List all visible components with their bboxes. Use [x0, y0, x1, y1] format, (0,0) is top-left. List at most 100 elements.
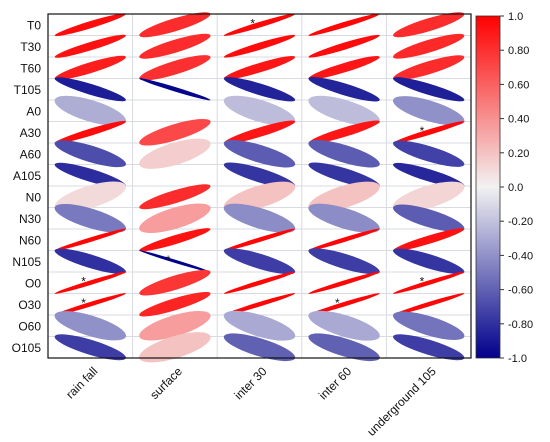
cell-ellipse	[223, 293, 296, 316]
column-label: inter 60	[316, 364, 354, 402]
cell-ellipse	[223, 140, 296, 168]
cell-ellipse	[54, 203, 127, 233]
cell-ellipse	[308, 203, 380, 233]
cell-ellipse	[223, 95, 296, 126]
cell-ellipse	[54, 140, 126, 168]
cell-ellipse	[223, 248, 296, 275]
cell-ellipse	[139, 118, 211, 146]
cell-ellipse	[393, 77, 465, 102]
significance-marker: *	[420, 274, 425, 288]
row-label: N60	[19, 233, 41, 247]
cell-ellipse	[308, 248, 380, 275]
cell-ellipse	[139, 203, 211, 234]
cell-ellipse	[308, 95, 380, 126]
cell-ellipse	[223, 56, 296, 80]
cell-ellipse	[308, 333, 380, 362]
cell-ellipse	[308, 228, 380, 251]
cell-ellipse	[393, 140, 465, 167]
cell-ellipse	[139, 269, 211, 296]
colorbar-tick-label: -0.60	[508, 285, 533, 297]
colorbar: 1.0 0.80 0.60 0.40 0.20 0.0 -0.20 -0.40 -0.60 -0.…	[475, 11, 533, 365]
colorbar-tick-label: -0.80	[508, 319, 533, 331]
cell-ellipse	[54, 334, 126, 361]
row-label: A0	[26, 104, 41, 118]
cell-ellipse	[139, 12, 211, 38]
cell-ellipse	[393, 293, 465, 316]
plot-frame	[47, 13, 472, 359]
cell-ellipse	[308, 120, 380, 144]
column-label: surface	[147, 364, 185, 402]
cell-ellipse	[139, 33, 211, 59]
cell-ellipse	[223, 203, 296, 233]
cell-ellipse	[223, 120, 296, 144]
row-label: A105	[13, 169, 41, 183]
cell-ellipse	[392, 311, 465, 340]
cell-ellipse	[393, 162, 465, 188]
cell-ellipse	[393, 228, 465, 252]
row-label: O105	[12, 341, 42, 355]
column-label: inter 30	[231, 364, 269, 402]
cell-ellipse	[54, 77, 126, 102]
cell-ellipse	[139, 332, 211, 363]
cell-ellipse	[139, 250, 211, 273]
cell-ellipse	[54, 120, 126, 144]
row-label: T30	[20, 40, 41, 54]
cell-ellipse	[393, 33, 465, 59]
column-labels: rain fall surface inter 30 inter 60 undergro…	[63, 364, 439, 439]
cell-ellipse	[139, 292, 211, 317]
significance-marker: *	[81, 296, 86, 310]
cell-ellipse	[393, 271, 465, 294]
cell-ellipse	[54, 13, 126, 37]
row-label: N0	[26, 190, 42, 204]
colorbar-tick-label: 0.40	[508, 114, 529, 126]
colorbar-tick-label: -0.20	[508, 216, 533, 228]
cell-ellipse	[223, 77, 296, 102]
cell-ellipse	[54, 34, 126, 58]
row-label: A60	[20, 147, 42, 161]
cell-ellipse	[392, 181, 465, 212]
cell-ellipse	[139, 310, 211, 341]
row-label: T105	[14, 83, 42, 97]
cell-ellipse	[223, 228, 296, 251]
cell-ellipse	[54, 55, 126, 80]
colorbar-ticks: 1.0 0.80 0.60 0.40 0.20 0.0 -0.20 -0.40 -0.60 -0.…	[500, 11, 533, 365]
cell-ellipse	[54, 248, 126, 274]
colorbar-tick-label: 0.0	[508, 182, 523, 194]
row-label: N105	[12, 255, 41, 269]
row-labels: T0 T30 T60 T105 A0 A30 A60 A105 N0 N30 N60 N105 O0 O3…	[12, 18, 42, 355]
cell-ellipse	[223, 271, 296, 294]
cell-ellipse	[308, 34, 380, 58]
cell-ellipse	[393, 55, 465, 81]
cell-ellipse	[223, 310, 296, 341]
cell-ellipse	[54, 228, 126, 251]
cell-ellipse	[54, 311, 127, 341]
cell-ellipse	[54, 293, 126, 316]
cell-ellipse	[223, 13, 296, 36]
row-label: A30	[20, 126, 42, 140]
significance-marker: *	[250, 16, 255, 30]
cell-ellipse	[393, 334, 465, 361]
cell-ellipse	[139, 78, 211, 101]
row-label: N30	[19, 212, 41, 226]
colorbar-tick-label: 0.20	[508, 148, 529, 160]
row-label: T60	[20, 61, 41, 75]
cell-ellipse	[308, 310, 380, 341]
column-label: underground 105	[364, 364, 439, 439]
cell-ellipse	[54, 162, 126, 188]
cell-ellipse	[308, 162, 380, 189]
cell-ellipse	[139, 138, 211, 169]
cell-ellipse	[223, 34, 296, 58]
significance-markers: * * * * * * *	[81, 16, 425, 310]
cell-ellipse	[392, 96, 465, 126]
column-label: rain fall	[63, 364, 100, 401]
cell-ellipse	[308, 56, 380, 80]
ellipse-cells	[54, 12, 465, 363]
cell-ellipse	[139, 228, 211, 252]
significance-marker: *	[166, 253, 171, 267]
cell-ellipse	[54, 271, 126, 294]
cell-ellipse	[393, 204, 465, 232]
cell-ellipse	[393, 12, 465, 38]
colorbar-gradient	[475, 15, 501, 359]
row-label: O60	[18, 319, 41, 333]
